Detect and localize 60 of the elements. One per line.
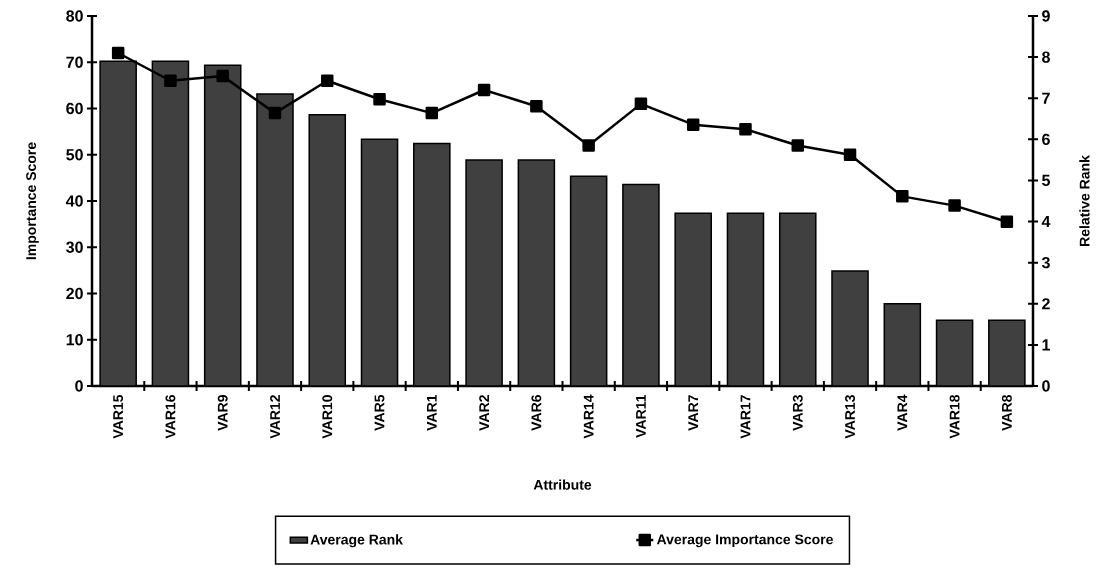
- y2-tick-label: 3: [1041, 256, 1050, 269]
- x-tick-label: VAR1: [427, 394, 437, 431]
- point: [843, 148, 857, 161]
- x-tick-label: VAR5: [374, 394, 385, 431]
- point: [1000, 215, 1014, 229]
- point: [948, 199, 961, 212]
- point: [530, 99, 543, 113]
- y2-tick-label: 9: [1042, 10, 1050, 22]
- x-tick-label: VAR17: [740, 395, 751, 439]
- y-tick-label: 40: [65, 195, 83, 207]
- x-tick-label: VAR6: [531, 395, 542, 431]
- y2-tick-label: 6: [1042, 133, 1050, 145]
- x-tick-label: VAR16: [165, 395, 176, 439]
- x-tick-label: VAR13: [845, 395, 855, 439]
- x-tick-label: VAR10: [322, 395, 333, 439]
- y2-tick-label: 2: [1042, 298, 1050, 310]
- point: [896, 190, 909, 203]
- y-tick-label: 0: [75, 380, 83, 392]
- point: [321, 74, 334, 87]
- point: [164, 74, 177, 87]
- x-tick-label: VAR7: [688, 395, 699, 431]
- legend-label: Average Importance Score: [656, 534, 833, 548]
- point: [791, 139, 804, 152]
- y-tick-label: 60: [66, 102, 83, 115]
- x-tick-label: VAR12: [270, 395, 280, 439]
- point: [425, 106, 439, 120]
- y-tick-label: 50: [66, 149, 83, 161]
- point: [686, 118, 700, 131]
- point: [216, 69, 229, 83]
- point: [634, 97, 648, 111]
- y2-axis-title: Relative Rank: [1079, 155, 1090, 246]
- x-tick-label: VAR4: [897, 394, 908, 431]
- x-axis-title: Attribute: [533, 479, 592, 490]
- y2-tick-label: 4: [1041, 216, 1051, 228]
- legend-label: Average Rank: [310, 534, 403, 548]
- y-tick-label: 30: [66, 241, 83, 253]
- x-tick-label: VAR14: [583, 394, 594, 439]
- x-tick-label: VAR15: [113, 394, 124, 439]
- x-tick-label: VAR11: [636, 394, 646, 438]
- point: [739, 123, 752, 136]
- point: [268, 106, 282, 120]
- x-tick-label: VAR3: [792, 395, 803, 431]
- y-tick-label: 10: [66, 334, 83, 346]
- point: [582, 139, 595, 152]
- point: [373, 92, 386, 106]
- y2-tick-label: 0: [1042, 380, 1050, 392]
- x-tick-label: VAR9: [217, 395, 228, 431]
- y2-tick-label: 1: [1042, 339, 1050, 351]
- y-tick-label: 70: [66, 56, 83, 68]
- y2-tick-label: 7: [1042, 92, 1050, 104]
- y-tick-label: 20: [66, 287, 83, 300]
- y2-tick-label: 8: [1042, 51, 1050, 63]
- point: [477, 83, 491, 97]
- x-tick-label: VAR2: [479, 395, 489, 431]
- point: [111, 46, 125, 60]
- y-axis-title: Importance Score: [26, 142, 39, 260]
- x-tick-label: VAR18: [949, 394, 960, 439]
- y-tick-label: 80: [66, 10, 83, 22]
- y2-tick-label: 5: [1042, 174, 1050, 187]
- x-tick-label: VAR8: [1001, 394, 1012, 431]
